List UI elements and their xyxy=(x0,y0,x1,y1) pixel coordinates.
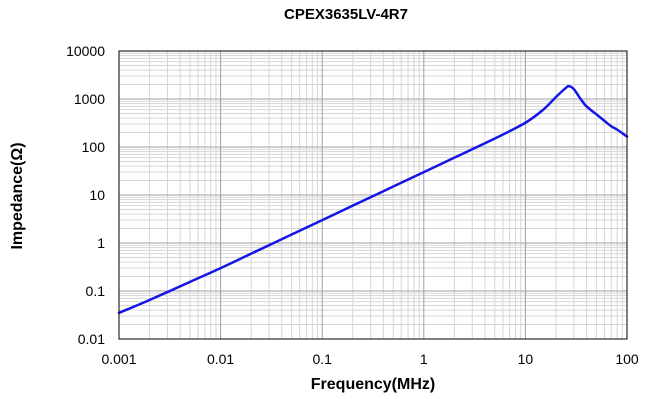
y-tick-label: 100 xyxy=(82,139,106,155)
y-tick-label: 1000 xyxy=(74,91,105,107)
impedance-series-line xyxy=(117,84,629,315)
x-tick-label: 100 xyxy=(615,351,639,367)
x-tick-label: 10 xyxy=(518,351,534,367)
x-tick-label: 1 xyxy=(420,351,428,367)
y-tick-label: 0.01 xyxy=(78,331,105,347)
x-tick-label: 0.1 xyxy=(312,351,332,367)
y-tick-label: 10 xyxy=(89,187,105,203)
x-tick-label: 0.01 xyxy=(207,351,234,367)
y-tick-label: 10000 xyxy=(66,43,105,59)
y-tick-label: 0.1 xyxy=(86,283,106,299)
x-axis-label: Frequency(MHz) xyxy=(311,376,435,393)
y-axis-label: Impedance(Ω) xyxy=(9,142,26,249)
series-layer xyxy=(117,84,629,315)
chart-title: CPEX3635LV-4R7 xyxy=(284,6,408,23)
y-axis-ticks: 0.01 0.1 1 10 100 1000 10000 xyxy=(66,43,105,347)
x-axis-ticks: 0.001 0.01 0.1 1 10 100 xyxy=(101,351,638,367)
plot-area-frame xyxy=(118,50,628,340)
y-tick-label: 1 xyxy=(97,235,105,251)
x-tick-label: 0.001 xyxy=(101,351,136,367)
